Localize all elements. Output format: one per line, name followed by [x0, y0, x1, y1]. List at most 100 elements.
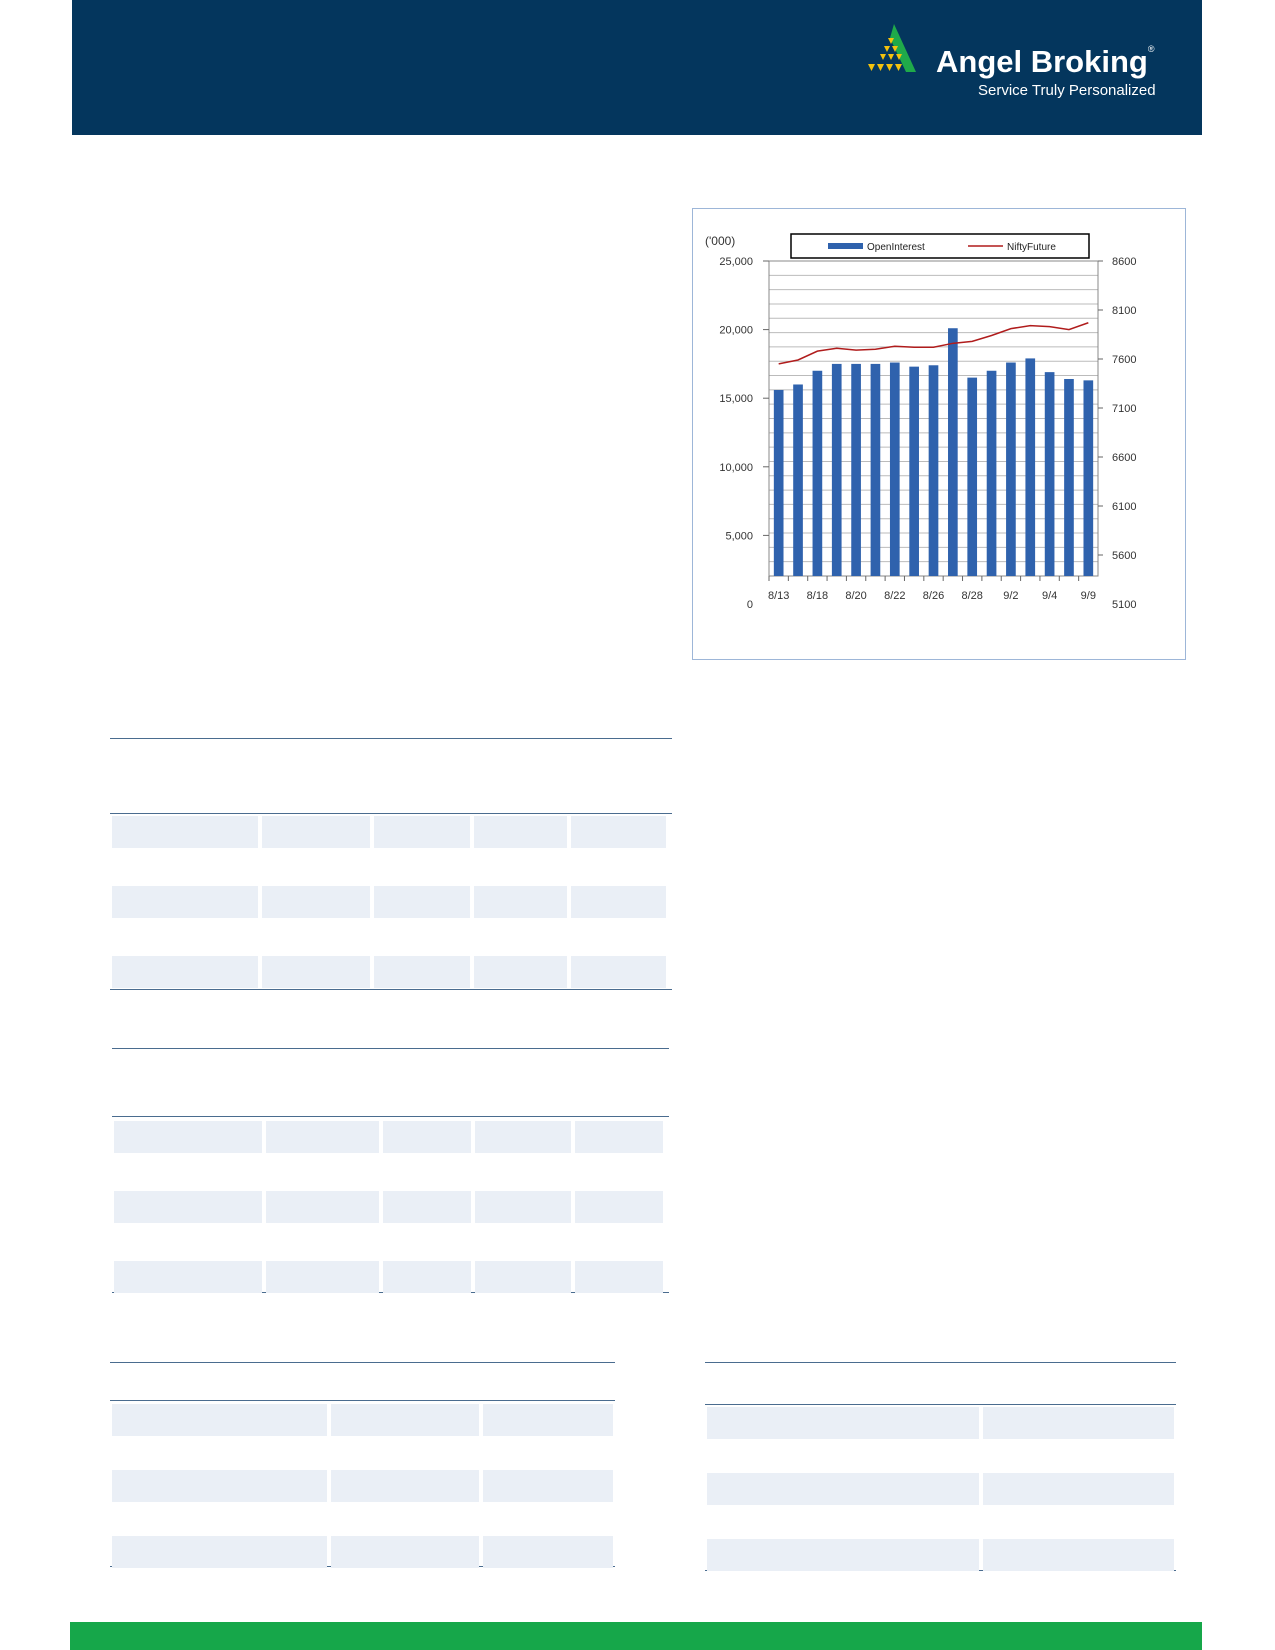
table-cell — [112, 956, 258, 988]
bar-open-interest — [909, 366, 919, 576]
table-cell — [331, 1536, 479, 1568]
table-cell — [575, 1261, 663, 1293]
table-rule — [705, 1404, 1176, 1405]
footer-bar — [70, 1622, 1202, 1650]
table-cell — [112, 1470, 327, 1502]
table-3 — [110, 1362, 615, 1568]
y2-tick-label: 5600 — [1112, 550, 1136, 562]
table-cell — [114, 1261, 262, 1293]
bar-open-interest — [967, 377, 978, 576]
bar-open-interest — [1025, 358, 1036, 576]
table-cell — [707, 1407, 979, 1439]
table-cell — [474, 956, 567, 988]
table-cell — [331, 1470, 479, 1502]
x-tick-label: 9/9 — [1081, 590, 1096, 602]
table-cell — [474, 886, 567, 918]
bar-open-interest — [928, 365, 939, 576]
y2-tick-label: 8600 — [1112, 256, 1136, 268]
table-cell — [112, 1404, 327, 1436]
table-cell — [266, 1261, 379, 1293]
y-tick-label: 20,000 — [719, 325, 753, 337]
bar-open-interest — [1083, 380, 1094, 576]
table-cell — [383, 1121, 471, 1153]
bar-open-interest — [851, 363, 861, 576]
table-cell — [374, 886, 470, 918]
table-cell — [983, 1407, 1174, 1439]
y-tick-label: 15,000 — [719, 393, 753, 405]
table-cell — [114, 1191, 262, 1223]
table-rule — [110, 1362, 615, 1363]
x-tick-label: 9/2 — [1003, 590, 1018, 602]
open-interest-chart-frame: 25,000 20,000 15,000 10,000 5,000 0 8600 8100 76… — [692, 208, 1186, 660]
table-cell — [474, 816, 567, 848]
table-cell — [475, 1121, 571, 1153]
y2-tick-label: 7600 — [1112, 354, 1136, 366]
table-cell — [262, 886, 370, 918]
x-tick-label: 8/26 — [923, 590, 944, 602]
table-4 — [705, 1362, 1176, 1571]
angel-pyramid-logo-icon — [868, 24, 916, 72]
table-rule — [110, 813, 672, 814]
table-cell — [266, 1121, 379, 1153]
bar-open-interest — [889, 362, 900, 576]
bar-open-interest — [986, 370, 997, 576]
table-cell — [383, 1261, 471, 1293]
y-unit-label: ('000) — [705, 234, 735, 248]
x-tick-label: 8/13 — [768, 590, 789, 602]
table-cell — [707, 1473, 979, 1505]
x-tick-label: 8/20 — [845, 590, 866, 602]
table-rule — [112, 1048, 669, 1049]
table-cell — [262, 816, 370, 848]
y-tick-label: 25,000 — [719, 256, 753, 268]
table-rule — [110, 1400, 615, 1401]
y-tick-label: 5,000 — [725, 530, 753, 542]
y-tick-label: 10,000 — [719, 462, 753, 474]
legend-label-nifty-future: NiftyFuture — [1007, 242, 1056, 253]
table-rule — [112, 1116, 669, 1117]
table-cell — [112, 816, 258, 848]
table-cell — [483, 1536, 613, 1568]
line-nifty-future — [778, 322, 1089, 365]
bar-open-interest — [793, 384, 803, 576]
table-rule — [705, 1362, 1176, 1363]
table-cell — [575, 1191, 663, 1223]
bar-open-interest — [1064, 378, 1074, 576]
legend-label-open-interest: OpenInterest — [867, 242, 925, 253]
y2-tick-label: 5100 — [1112, 599, 1136, 611]
bar-open-interest — [870, 363, 881, 576]
brand-name: Angel Broking® — [936, 44, 1154, 80]
y2-tick-label: 8100 — [1112, 305, 1136, 317]
table-cell — [483, 1470, 613, 1502]
table-cell — [983, 1473, 1174, 1505]
table-cell — [374, 816, 470, 848]
bar-open-interest — [773, 389, 784, 576]
legend-swatch-open-interest — [828, 243, 863, 249]
x-tick-label: 8/22 — [884, 590, 905, 602]
x-tick-label: 9/4 — [1042, 590, 1057, 602]
table-cell — [571, 816, 666, 848]
brand-text: Angel Broking — [936, 44, 1148, 79]
header-banner — [72, 0, 1202, 135]
table-rule — [110, 989, 672, 990]
open-interest-chart: 25,000 20,000 15,000 10,000 5,000 0 8600 8100 76… — [705, 233, 1136, 611]
bar-open-interest — [831, 363, 842, 576]
table-cell — [266, 1191, 379, 1223]
table-cell — [983, 1539, 1174, 1571]
brand-tagline: Service Truly Personalized — [978, 82, 1156, 99]
x-tick-label: 8/18 — [807, 590, 828, 602]
x-tick-label: 8/28 — [961, 590, 982, 602]
bar-open-interest — [948, 328, 958, 576]
bar-open-interest — [1006, 362, 1016, 576]
table-cell — [483, 1404, 613, 1436]
y2-tick-label: 7100 — [1112, 403, 1136, 415]
table-cell — [112, 886, 258, 918]
table-cell — [262, 956, 370, 988]
registered-mark: ® — [1147, 44, 1155, 54]
bar-open-interest — [1044, 372, 1055, 576]
table-cell — [707, 1539, 979, 1571]
table-rule — [110, 738, 672, 739]
table-cell — [571, 956, 666, 988]
table-cell — [112, 1536, 327, 1568]
y2-tick-label: 6600 — [1112, 452, 1136, 464]
